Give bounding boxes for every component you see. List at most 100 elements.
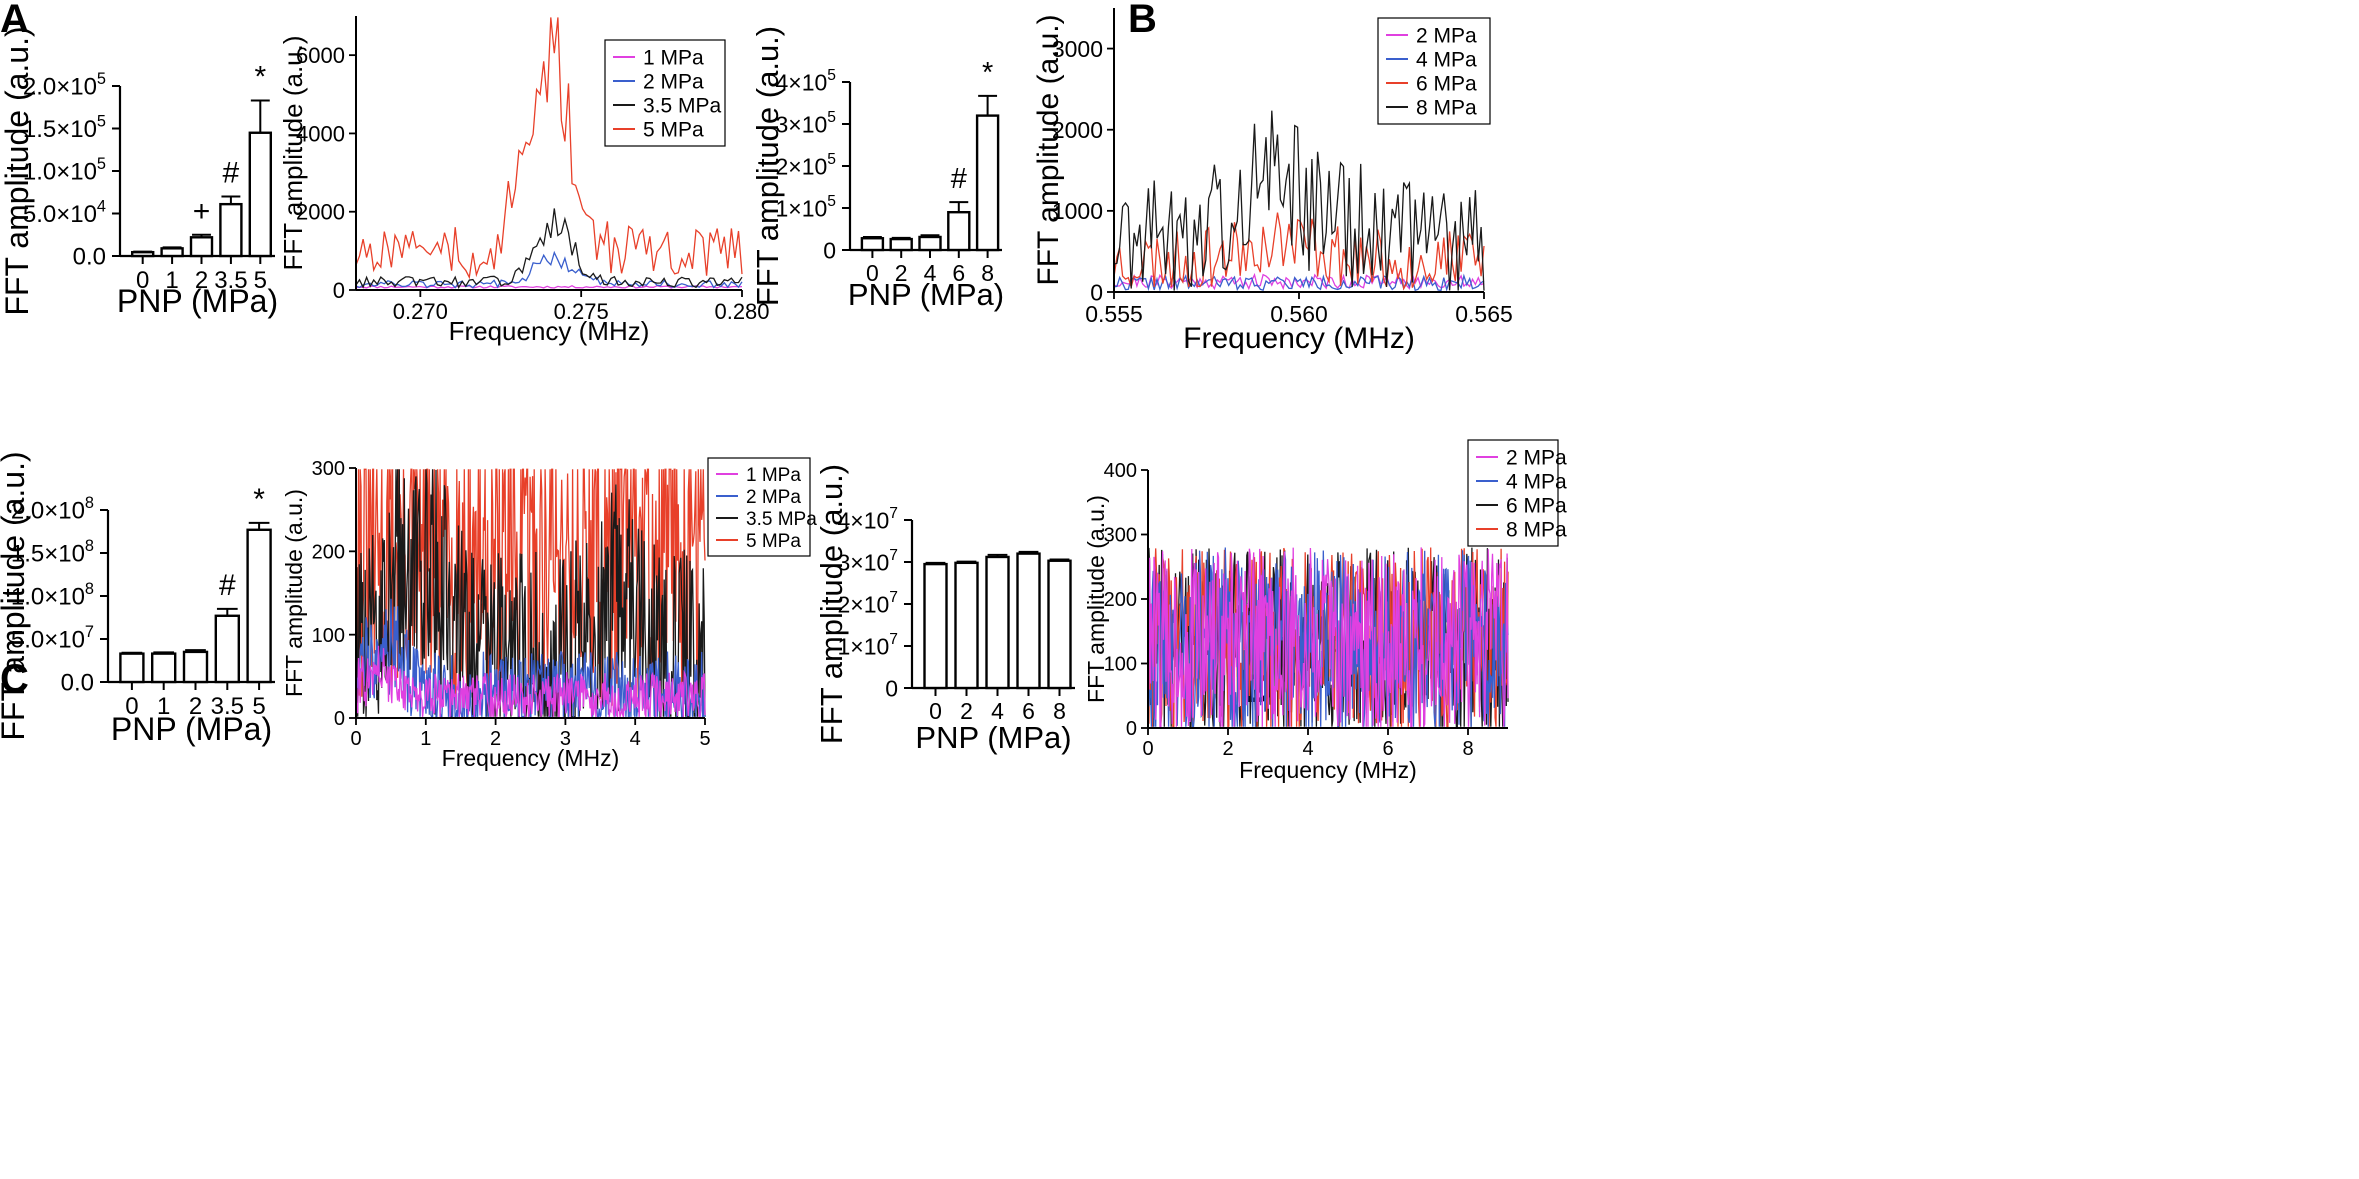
c-line-y-tick-label: 300 [312,458,345,480]
c-bar-x-tick-label: 0 [125,693,138,720]
a-bar-significance-mark: # [223,157,240,190]
c-line-legend-entry: 2 MPa [746,487,801,508]
a-line-series-2-mpa [355,250,743,289]
a-bar-y-tick-label: 0.0 [73,244,106,271]
d-line-series-2-mpa [1147,547,1509,728]
b-bar-y-tick-label: 2×105 [775,151,836,179]
b-line-series-4-mpa [1113,273,1485,292]
a-line-x-tick-label: 0.270 [393,299,448,324]
a-bar-y-tick-label: 1.0×105 [23,155,106,186]
b-bar-bar [918,235,942,252]
c-bar-bar [182,650,209,684]
c-bar-bar [150,652,177,684]
a-bar-bar [219,202,243,258]
d-line-y-axis-label: FFT amplitude (a.u.) [1083,495,1109,703]
a-line-y-tick-label: 4000 [296,121,345,146]
b-line-legend-entry: 2 MPa [1416,25,1477,48]
panel-letter-a: A [0,0,29,41]
chart-d-line: 0 2 4 6 8 0 100 200 300 400 Frequency (MHz) FFT amp… [1083,439,1567,783]
d-bar-x-tick-label: 6 [1022,698,1035,724]
b-bar-bar [975,114,1000,252]
a-bar-bar [130,250,155,258]
c-bar-y-tick-label: 0.0 [61,670,94,697]
b-line-y-tick-label: 2000 [1052,117,1103,143]
panel-letter-c: C [0,657,29,701]
b-bar-x-tick-label: 4 [924,260,937,286]
a-line-x-tick-label: 0.275 [554,299,609,324]
c-bar-y-axis-label: FFT amplitude (a.u.) [0,451,31,740]
d-line-x-tick-label: 2 [1222,738,1233,760]
a-line-y-axis-label: FFT amplitude (a.u.) [278,35,308,270]
c-line-legend-entry: 1 MPa [746,465,801,486]
b-line-series-8-mpa [1113,110,1485,291]
c-bar-x-tick-label: 5 [252,693,265,720]
b-bar-x-tick-label: 8 [981,260,994,286]
d-line-y-tick-label: 100 [1104,654,1137,676]
a-bar-x-tick-label: 0 [136,267,149,294]
a-bar-y-axis-label: FFT amplitude (a.u.) [0,26,35,315]
c-line-legend-entry: 5 MPa [746,531,801,552]
a-line-legend-entry: 5 MPa [643,119,704,142]
a-bar-y-tick-label: 2.0×105 [23,70,106,101]
a-line-legend-entry: 3.5 MPa [643,95,722,118]
d-bar-x-tick-label: 2 [960,698,973,724]
c-line-y-tick-label: 0 [334,708,345,730]
d-bar-x-tick-label: 4 [991,698,1004,724]
c-line-series-1-mpa [355,645,706,720]
a-line-series-3-5-mpa [355,208,743,290]
c-line-x-axis-label: Frequency (MHz) [442,745,620,771]
c-bar-bar [119,652,145,684]
c-line-legend-entry: 3.5 MPa [746,509,817,530]
a-line-y-tick-label: 6000 [296,43,345,68]
b-bar-significance-mark: * [982,57,993,89]
b-line-x-tick-label: 0.560 [1270,301,1328,327]
c-bar-y-tick-label: 2.0×108 [11,494,94,525]
d-line-x-tick-label: 0 [1142,738,1153,760]
a-bar-significance-mark: * [254,60,266,93]
d-bar-y-tick-label: 2×107 [837,589,898,617]
a-bar-bar [189,236,214,258]
chart-c-line: 0 1 2 3 4 5 0 100 200 300 Frequency (MHz) FFT ampli… [281,457,817,771]
a-bar-significance-mark: + [193,195,211,228]
a-line-series-1-mpa [355,284,743,289]
d-line-y-tick-label: 0 [1126,718,1137,740]
c-line-x-tick-label: 0 [350,728,361,750]
a-bar-x-tick-label: 5 [254,267,267,294]
c-line-y-axis-label: FFT amplitude (a.u.) [281,489,307,697]
b-bar-x-tick-label: 2 [895,260,908,286]
c-bar-x-tick-label: 3.5 [211,693,244,720]
a-bar-bar [248,131,273,258]
b-line-y-tick-label: 1000 [1052,198,1103,224]
d-line-y-tick-label: 200 [1104,589,1137,611]
b-line-legend-entry: 4 MPa [1416,49,1477,72]
b-line-y-axis-label: FFT amplitude (a.u.) [1032,14,1065,285]
d-line-legend-entry: 2 MPa [1506,447,1567,470]
b-line-x-tick-label: 0.555 [1085,301,1143,327]
panel-letter-b: B [1128,0,1157,41]
a-line-x-axis-label: Frequency (MHz) [449,316,650,346]
chart-c-bar: 0.0 5.0×107 1.0×108 1.5×108 2.0×108 0 1 2 3.5 #5 *… [0,451,275,747]
c-line-series-5-mpa [355,468,706,709]
b-bar-y-tick-label: 4×105 [775,67,836,95]
b-line-series-6-mpa [1113,212,1485,291]
d-line-legend-entry: 4 MPa [1506,471,1567,494]
a-line-legend-entry: 2 MPa [643,71,704,94]
d-line-y-tick-label: 400 [1104,460,1137,482]
a-line-legend-entry: 1 MPa [643,47,704,70]
a-bar-x-axis-label: PNP (MPa) [117,283,278,319]
d-bar-y-tick-label: 3×107 [837,547,898,575]
d-bar-bar [1016,552,1041,690]
c-line-x-tick-label: 2 [490,728,501,750]
c-bar-x-tick-label: 1 [157,693,170,720]
a-line-y-tick-label: 2000 [296,200,345,225]
d-line-series-8-mpa [1147,547,1509,729]
c-line-x-tick-label: 1 [420,728,431,750]
chart-b-line: 0.555 0.560 0.565 0 1000 2000 3000 Frequency (M… [1032,8,1513,355]
c-bar-x-tick-label: 2 [189,693,202,720]
b-line-y-tick-label: 3000 [1052,36,1103,62]
d-bar-bar [954,561,979,690]
